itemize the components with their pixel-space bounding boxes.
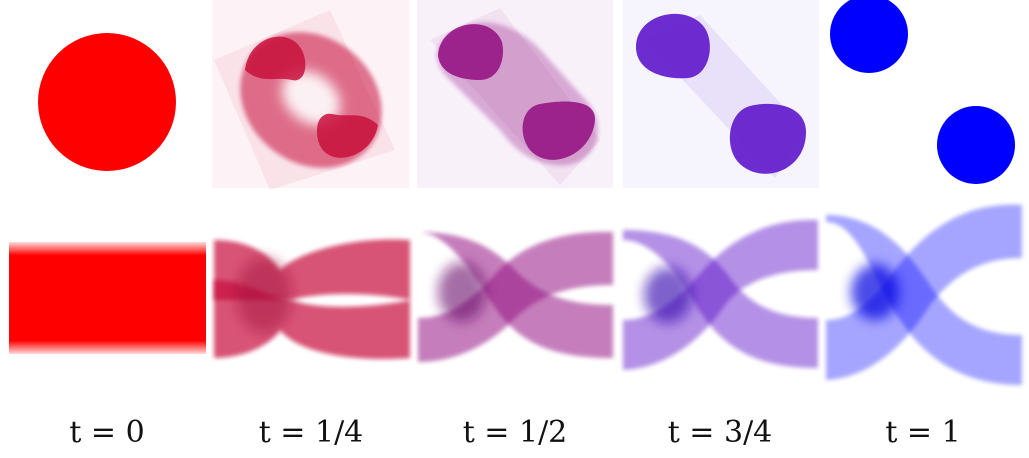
cross-t34 bbox=[644, 267, 692, 323]
band-panel-t12 bbox=[418, 231, 613, 362]
band-t1-up bbox=[826, 204, 1022, 380]
cross-t14 bbox=[236, 257, 292, 333]
time-label-t12: t = 1/2 bbox=[463, 415, 568, 450]
time-label-t1: t = 1 bbox=[885, 415, 960, 450]
time-label-t34: t = 3/4 bbox=[668, 415, 773, 450]
disk-t1-b bbox=[937, 106, 1015, 184]
blob-t12-a bbox=[438, 24, 504, 80]
band-panel-t1 bbox=[826, 204, 1022, 385]
disk-panel-t34 bbox=[623, 0, 819, 188]
blob-t14-a bbox=[245, 36, 306, 81]
band-t34-up bbox=[623, 219, 818, 370]
row-band-densities bbox=[9, 204, 1022, 385]
blob-t34-a bbox=[635, 13, 710, 79]
disk-t0 bbox=[38, 33, 176, 171]
band-panel-t0 bbox=[9, 242, 206, 354]
band-panel-t34 bbox=[623, 219, 818, 370]
time-labels: t = 0 t = 1/4 t = 1/2 t = 3/4 t = 1 bbox=[69, 415, 960, 450]
cross-t1 bbox=[851, 264, 899, 320]
blob-t12-b bbox=[522, 101, 596, 160]
disk-panel-t12 bbox=[417, 0, 613, 188]
time-label-t14: t = 1/4 bbox=[259, 415, 364, 450]
cross-t12 bbox=[438, 262, 486, 322]
disk-panel-t0 bbox=[38, 33, 176, 171]
hole-t14 bbox=[281, 70, 341, 126]
band-t0 bbox=[9, 242, 206, 354]
disk-panel-t14 bbox=[212, 0, 409, 190]
blob-t14-b bbox=[316, 113, 378, 158]
disk-t1-a bbox=[830, 0, 908, 73]
band-t12-up bbox=[418, 231, 613, 362]
time-label-t0: t = 0 bbox=[69, 415, 144, 450]
blob-t34-b bbox=[729, 103, 806, 174]
row-disk-densities bbox=[38, 0, 1015, 190]
band-panel-t14 bbox=[214, 239, 410, 360]
disk-panel-t1 bbox=[830, 0, 1015, 184]
